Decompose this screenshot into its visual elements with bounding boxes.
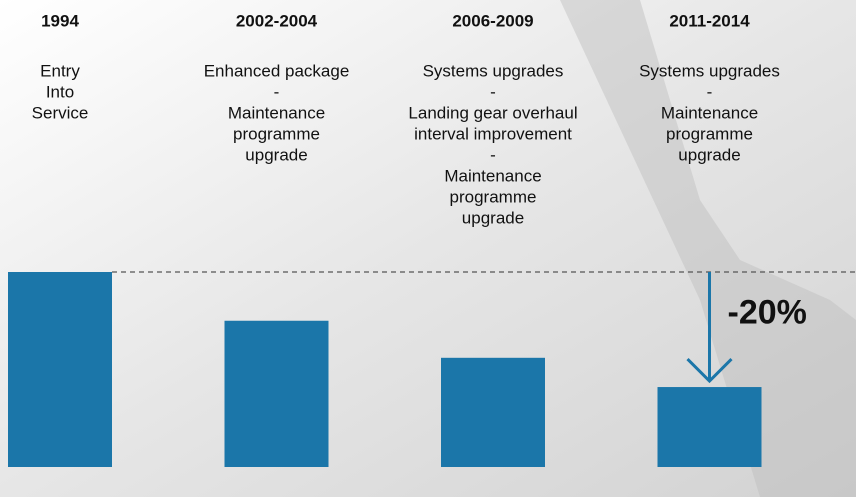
description-line: -	[707, 82, 713, 101]
period-label: 2002-2004	[236, 11, 318, 30]
description-line: Enhanced package	[204, 61, 350, 80]
description-line: programme	[233, 124, 320, 143]
reduction-label: -20%	[728, 294, 807, 332]
period-label: 1994	[41, 11, 79, 30]
bar	[657, 387, 762, 467]
description-line: upgrade	[462, 208, 524, 227]
description-line: Entry	[40, 61, 80, 80]
period-label: 2006-2009	[452, 11, 533, 30]
description-line: Systems upgrades	[423, 61, 564, 80]
bar	[441, 357, 545, 467]
description-line: Landing gear overhaul	[408, 103, 577, 122]
reduction-arrowhead	[686, 357, 733, 384]
description-line: Maintenance	[228, 103, 325, 122]
description-line: programme	[450, 187, 537, 206]
period-label: 2011-2014	[669, 11, 750, 30]
description-line: Maintenance	[661, 103, 758, 122]
description-line: upgrade	[678, 145, 740, 164]
background-figure	[560, 0, 856, 497]
description-line: interval improvement	[414, 124, 572, 143]
description-line: programme	[666, 124, 753, 143]
description-line: Systems upgrades	[639, 61, 780, 80]
description-line: Into	[46, 82, 74, 101]
description-line: -	[274, 82, 280, 101]
description-line: upgrade	[245, 145, 307, 164]
bar	[8, 272, 112, 467]
description-line: -	[490, 145, 496, 164]
description-line: -	[490, 82, 496, 101]
bar	[224, 320, 329, 467]
description-line: Maintenance	[444, 166, 541, 185]
description-line: Service	[32, 103, 89, 122]
